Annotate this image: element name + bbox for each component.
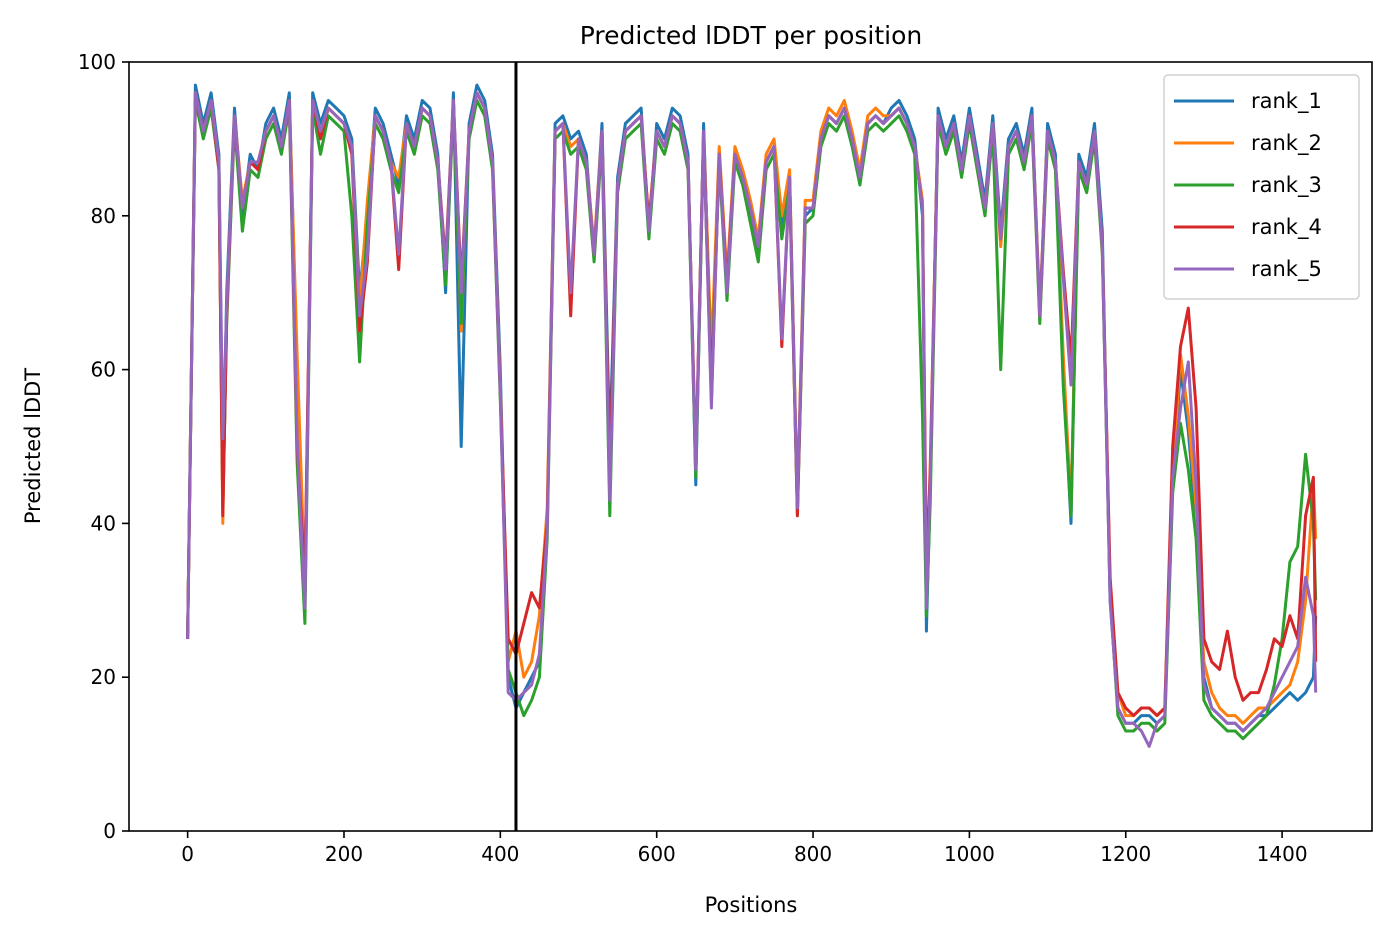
x-tick-label: 200 (325, 842, 363, 866)
x-axis: 0 200 400 600 800 1000 1200 1400 (181, 831, 1308, 866)
legend-label: rank_2 (1251, 131, 1322, 156)
x-tick-label: 400 (481, 842, 519, 866)
y-axis-label: Predicted lDDT (21, 368, 45, 524)
series-line-rank-5 (186, 91, 1318, 748)
legend-label: rank_5 (1251, 257, 1322, 282)
plot-frame (128, 61, 1373, 832)
y-tick-label: 0 (103, 819, 116, 843)
legend: rank_1 rank_2 rank_3 rank_4 rank_5 (1163, 74, 1360, 300)
y-tick-label: 40 (91, 511, 116, 535)
legend-label: rank_1 (1251, 89, 1322, 114)
y-tick-label: 80 (91, 204, 116, 228)
y-tick-label: 60 (91, 358, 116, 382)
chart-title: Predicted lDDT per position (580, 21, 922, 50)
x-tick-label: 800 (794, 842, 832, 866)
x-tick-label: 1000 (944, 842, 995, 866)
x-axis-label: Positions (705, 893, 798, 917)
x-tick-label: 1400 (1257, 842, 1308, 866)
y-tick-label: 20 (91, 665, 116, 689)
plot-lines (186, 83, 1318, 748)
x-tick-label: 600 (638, 842, 676, 866)
legend-box (1163, 74, 1360, 300)
x-tick-label: 1200 (1100, 842, 1151, 866)
legend-label: rank_4 (1251, 215, 1322, 240)
legend-label: rank_3 (1251, 173, 1322, 198)
y-tick-label: 100 (78, 50, 116, 74)
x-tick-label: 0 (181, 842, 194, 866)
y-axis: 0 20 40 60 80 100 (78, 50, 129, 843)
